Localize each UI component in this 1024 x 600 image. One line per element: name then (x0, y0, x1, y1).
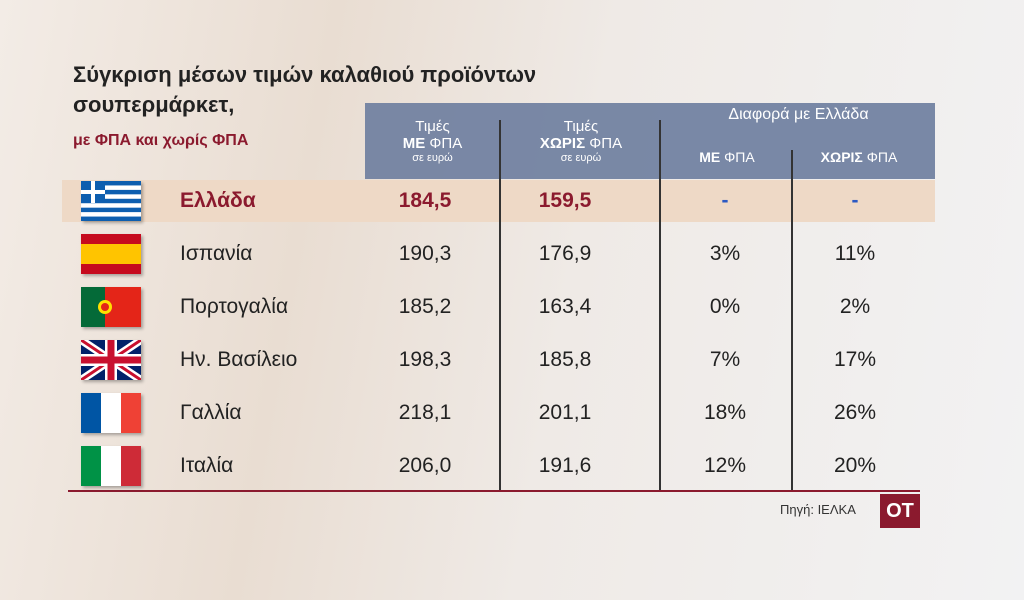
table-cell: 2% (839, 295, 871, 318)
column-divider (659, 120, 661, 490)
header-text: ΦΠΑ (724, 149, 755, 165)
header-text: Τιμές (415, 118, 450, 135)
table-cell: 0% (709, 295, 741, 318)
country-name: Ελλάδα (180, 189, 256, 212)
table-cell: 198,3 (398, 348, 452, 371)
table-cell: 159,5 (538, 189, 592, 212)
flag (81, 234, 141, 274)
table-cell: 17% (833, 348, 877, 371)
logo: OT (880, 494, 920, 528)
table-cell: 218,1 (398, 401, 452, 424)
header-bold: ΜΕ (402, 135, 426, 152)
country-name: Ιταλία (180, 454, 234, 477)
table-cell: 3% (709, 242, 741, 265)
column-header: ΜΕ ΦΠΑ (662, 149, 792, 165)
table-cell: 11% (834, 242, 876, 265)
table-cell: 176,9 (538, 242, 592, 265)
table-cell: - (721, 189, 729, 212)
header-band (365, 103, 935, 179)
highlight-row (62, 180, 935, 222)
header-bold: ΜΕ (699, 149, 721, 165)
header-bold: ΧΩΡΙΣ (539, 135, 586, 152)
header-unit: σε ευρώ (412, 152, 453, 164)
table-cell: 163,4 (538, 295, 592, 318)
table-cell: 18% (703, 401, 747, 424)
country-name: Ισπανία (180, 242, 253, 265)
flag (81, 287, 141, 327)
table-cell: 185,2 (398, 295, 452, 318)
table-cell: 201,1 (538, 401, 592, 424)
column-header: Τιμές ΧΩΡΙΣ ΦΠΑ σε ευρώ (502, 118, 660, 164)
column-header: Τιμές ΜΕ ΦΠΑ σε ευρώ (365, 118, 500, 164)
flag (81, 340, 141, 380)
flag (81, 446, 141, 486)
table-cell: 12% (703, 454, 747, 477)
table-cell: 190,3 (398, 242, 452, 265)
table-cell: 7% (709, 348, 741, 371)
table-cell: 20% (833, 454, 877, 477)
country-name: Ην. Βασίλειο (180, 348, 298, 371)
header-text: ΦΠΑ (589, 135, 623, 152)
column-divider (791, 150, 793, 490)
country-name: Πορτογαλία (180, 295, 289, 318)
title: σουπερμάρκετ, (73, 92, 235, 117)
table-cell: 184,5 (398, 189, 452, 212)
column-header: ΧΩΡΙΣ ΦΠΑ (794, 149, 924, 165)
table-cell: 185,8 (538, 348, 592, 371)
table-cell: - (851, 189, 859, 212)
bottom-rule (68, 490, 920, 492)
title: Σύγκριση μέσων τιμών καλαθιού προϊόντων (73, 62, 537, 87)
flag (81, 393, 141, 433)
header-bold: ΧΩΡΙΣ (820, 149, 863, 165)
column-divider (499, 120, 501, 490)
table-cell: 26% (833, 401, 877, 424)
header-text: Τιμές (563, 118, 599, 135)
header-text: ΦΠΑ (429, 135, 463, 152)
table-cell: 206,0 (398, 454, 452, 477)
table-cell: 191,6 (538, 454, 592, 477)
subtitle: με ΦΠΑ και χωρίς ΦΠΑ (73, 132, 249, 149)
header-text: Διαφορά με Ελλάδα (728, 106, 869, 123)
country-name: Γαλλία (180, 401, 242, 424)
header-unit: σε ευρώ (560, 152, 602, 164)
header-text: ΦΠΑ (866, 149, 898, 165)
flag (81, 181, 141, 221)
source: Πηγή: ΙΕΛΚΑ (780, 502, 856, 517)
